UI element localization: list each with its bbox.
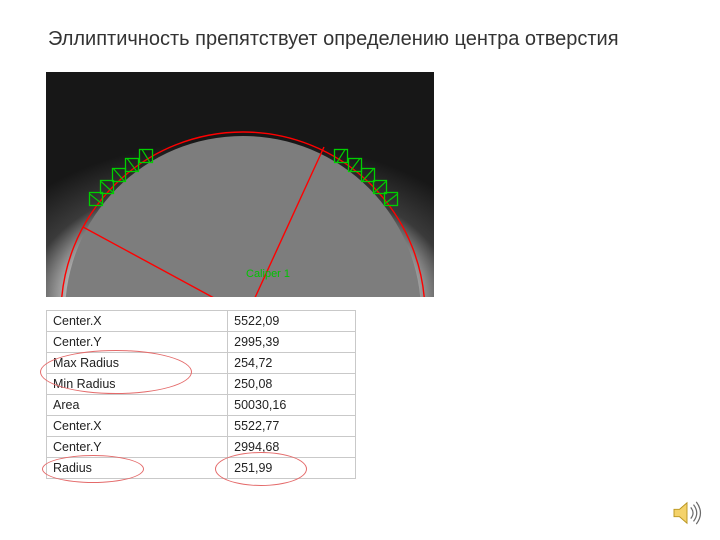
- measure-value: 5522,09: [228, 311, 356, 332]
- speaker-icon: [672, 500, 702, 526]
- measure-label: Center.X: [47, 311, 228, 332]
- table-row: Min Radius250,08: [47, 374, 356, 395]
- measurement-table: Center.X5522,09Center.Y2995,39Max Radius…: [46, 310, 356, 479]
- table-row: Center.X5522,77: [47, 416, 356, 437]
- measure-value: 50030,16: [228, 395, 356, 416]
- measure-label: Center.Y: [47, 437, 228, 458]
- caliper-label: Caliper 1: [246, 268, 290, 280]
- table-row: Radius251,99: [47, 458, 356, 479]
- table-row: Center.Y2994,68: [47, 437, 356, 458]
- vision-svg: Caliper 1: [46, 72, 434, 297]
- table-row: Max Radius254,72: [47, 353, 356, 374]
- measure-label: Min Radius: [47, 374, 228, 395]
- table-row: Center.Y2995,39: [47, 332, 356, 353]
- measure-label: Center.X: [47, 416, 228, 437]
- measure-label: Area: [47, 395, 228, 416]
- measure-label: Max Radius: [47, 353, 228, 374]
- measure-value: 254,72: [228, 353, 356, 374]
- vision-panel: Caliper 1: [46, 72, 434, 297]
- table-row: Area50030,16: [47, 395, 356, 416]
- page-title: Эллиптичность препятствует определению ц…: [48, 28, 619, 51]
- measure-label: Radius: [47, 458, 228, 479]
- measure-value: 2994,68: [228, 437, 356, 458]
- measure-label: Center.Y: [47, 332, 228, 353]
- measure-value: 2995,39: [228, 332, 356, 353]
- measure-value: 5522,77: [228, 416, 356, 437]
- table-row: Center.X5522,09: [47, 311, 356, 332]
- measure-value: 250,08: [228, 374, 356, 395]
- measure-value: 251,99: [228, 458, 356, 479]
